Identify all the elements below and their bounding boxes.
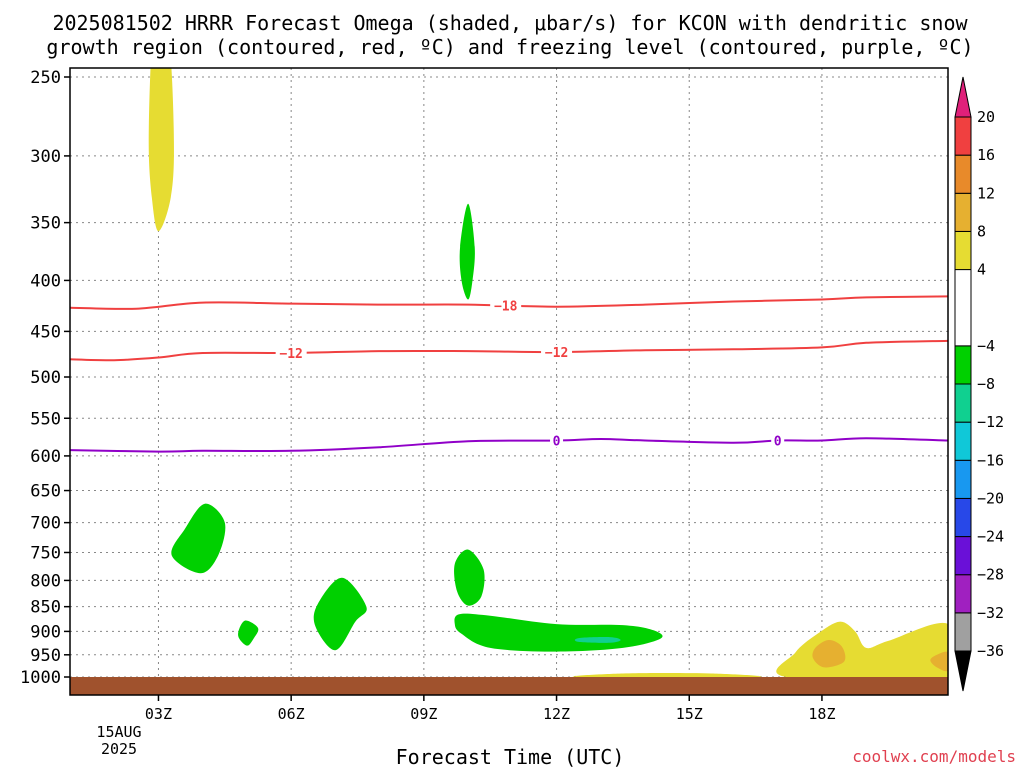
colorbar-bin--8--4 xyxy=(954,345,972,385)
colorbar-label-8: 8 xyxy=(977,222,986,240)
date-label-year: 2025 xyxy=(101,740,137,758)
contour-label-bg-minus-12C-1 xyxy=(541,345,573,360)
omega-region-low-ascent-05z xyxy=(238,620,259,646)
colorbar-bin--24--20 xyxy=(954,497,972,538)
x-tick-label-15Z: 15Z xyxy=(676,705,703,723)
colorbar-label--16: −16 xyxy=(977,451,1004,469)
y-tick-label-650: 650 xyxy=(30,482,61,502)
colorbar-bin-16-20 xyxy=(954,116,972,156)
colorbar-label-20: 20 xyxy=(977,108,995,126)
omega-region-low-ascent-07z xyxy=(313,577,367,651)
colorbar-label-16: 16 xyxy=(977,146,995,164)
y-tick-label-800: 800 xyxy=(30,571,61,591)
contour-label-bg-minus-12C-0 xyxy=(275,345,307,360)
plot-background xyxy=(70,68,948,695)
omega-region-descent-18z-core xyxy=(812,639,846,668)
colorbar: 20 16 12 8 4 −4 −8 −12 −16 −20 −24 −28 −32 −36 xyxy=(954,76,1004,692)
contour-label-bg-minus-18C-0 xyxy=(490,298,522,313)
colorbar-label--4: −4 xyxy=(977,337,995,355)
plot-frame xyxy=(69,67,949,696)
x-axis-label: Forecast Time (UTC) xyxy=(396,745,625,768)
omega-region-descent-18z xyxy=(776,621,948,682)
plot-area: −18 −12 −12 0 0 xyxy=(70,68,948,695)
colorbar-bin--36--32 xyxy=(954,612,972,652)
x-tick-label-03Z: 03Z xyxy=(145,705,172,723)
y-tick-label-700: 700 xyxy=(30,514,61,534)
y-tick-label-500: 500 xyxy=(30,368,61,388)
colorbar-label--20: −20 xyxy=(977,489,1004,507)
chart-title-line-2: growth region (contoured, red, ºC) and f… xyxy=(46,35,973,59)
colorbar-label--36: −36 xyxy=(977,642,1004,660)
y-tick-label-250: 250 xyxy=(30,68,61,88)
contour-label-bg-freezing-level-0 xyxy=(550,433,564,448)
colorbar-bin--16--12 xyxy=(954,421,972,461)
colorbar-above-triangle xyxy=(954,76,972,118)
date-label-day: 15AUG xyxy=(96,723,141,741)
colorbar-bin--28--24 xyxy=(954,536,972,576)
contour-freezing-level xyxy=(70,437,948,453)
contour-label-minus-12C-1: −12 xyxy=(545,346,568,361)
contour-label-minus-18C-0: −18 xyxy=(494,299,518,314)
y-tick-label-400: 400 xyxy=(30,271,61,291)
y-tick-label-1000: 1000 xyxy=(20,668,61,688)
colorbar-below-triangle xyxy=(954,650,972,692)
colorbar-label--32: −32 xyxy=(977,604,1004,622)
colorbar-bin--4-4 xyxy=(954,269,972,347)
omega-region-low-ascent-04z xyxy=(171,503,226,574)
y-tick-label-450: 450 xyxy=(30,322,61,342)
contour-label-bg-freezing-level-1 xyxy=(771,433,785,448)
omega-region-low-ascent-band-core xyxy=(574,637,621,643)
colorbar-bin--12--8 xyxy=(954,383,972,423)
y-tick-label-750: 750 xyxy=(30,543,61,563)
contour-minus-12C xyxy=(70,339,948,362)
omega-region-upper-ascent xyxy=(148,68,174,232)
omega-region-low-ascent-10z xyxy=(454,549,485,606)
x-tick-label-06Z: 06Z xyxy=(278,705,305,723)
colorbar-bin--20--16 xyxy=(954,459,972,499)
omega-region-near-ground-descent xyxy=(572,673,762,678)
colorbar-label-4: 4 xyxy=(977,261,986,279)
y-tick-label-300: 300 xyxy=(30,147,61,167)
y-tick-label-900: 900 xyxy=(30,622,61,642)
colorbar-bin-4-8 xyxy=(954,230,972,271)
colorbar-label--12: −12 xyxy=(977,413,1004,431)
y-tick-label-950: 950 xyxy=(30,646,61,666)
x-tick-label-18Z: 18Z xyxy=(808,705,835,723)
colorbar-bin-12-16 xyxy=(954,154,972,194)
contour-label-freezing-level-1: 0 xyxy=(774,434,782,449)
colorbar-label--28: −28 xyxy=(977,566,1004,584)
watermark: coolwx.com/models xyxy=(852,747,1016,766)
omega-region-descent-20z-core xyxy=(930,651,948,672)
colorbar-bin-8-12 xyxy=(954,192,972,232)
colorbar-label--8: −8 xyxy=(977,375,995,393)
contour-label-freezing-level-0: 0 xyxy=(553,434,561,449)
colorbar-label-12: 12 xyxy=(977,184,995,202)
x-tick-label-09Z: 09Z xyxy=(410,705,437,723)
omega-region-mid-ascent-10z xyxy=(459,203,475,300)
colorbar-label--24: −24 xyxy=(977,528,1004,546)
y-tick-label-850: 850 xyxy=(30,598,61,618)
contour-label-minus-12C-0: −12 xyxy=(279,347,302,362)
y-tick-label-550: 550 xyxy=(30,409,61,429)
y-tick-label-600: 600 xyxy=(30,447,61,467)
chart-title-line-1: 2025081502 HRRR Forecast Omega (shaded, … xyxy=(52,11,968,35)
x-tick-label-12Z: 12Z xyxy=(543,705,570,723)
y-tick-label-350: 350 xyxy=(30,214,61,234)
colorbar-bin--32--28 xyxy=(954,574,972,614)
ground-fill xyxy=(70,677,948,695)
